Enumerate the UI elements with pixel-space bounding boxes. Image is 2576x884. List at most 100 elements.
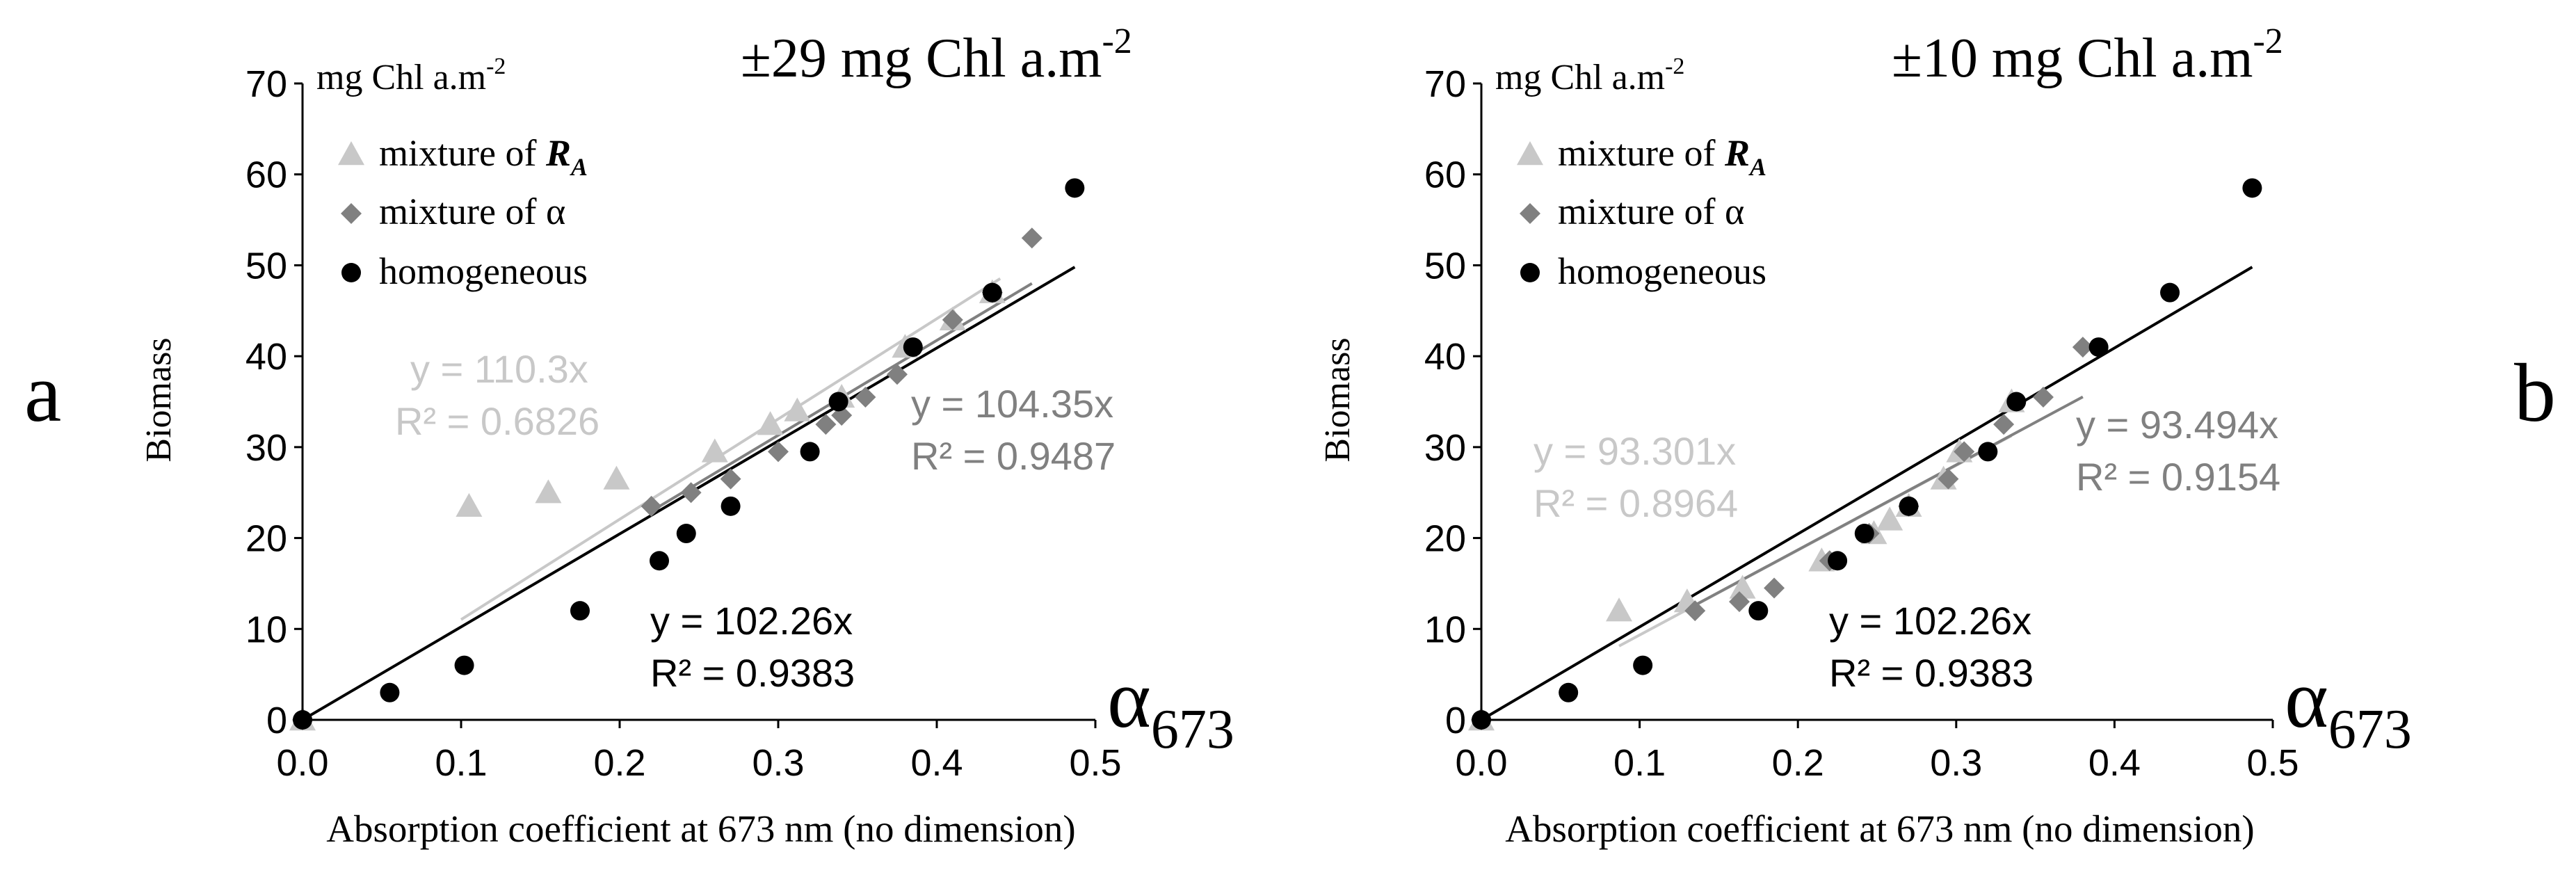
data-point-homog	[650, 551, 669, 571]
data-point-alpha	[942, 309, 963, 330]
data-point-alpha	[2072, 337, 2093, 358]
y-tick-label: 70	[1424, 63, 1466, 105]
data-point-alpha	[641, 495, 662, 517]
y-tick-label: 50	[1424, 245, 1466, 287]
data-point-ra	[757, 411, 784, 435]
data-point-alpha	[720, 468, 741, 490]
data-point-alpha	[1954, 441, 1975, 463]
data-point-homog	[1978, 442, 1998, 462]
data-point-alpha	[2032, 386, 2054, 408]
data-point-homog	[2088, 337, 2109, 357]
data-point-homog	[2006, 392, 2027, 412]
legend-marker-homog	[341, 263, 361, 282]
data-point-alpha	[1764, 577, 1785, 599]
x-tick-label: 0.3	[752, 742, 804, 784]
data-point-homog	[1828, 551, 1848, 571]
x-axis-label: Absorption coefficient at 673 nm (no dim…	[326, 807, 1075, 850]
fit-label-homog-r2: R² = 0.9383	[650, 651, 855, 695]
chart-title: ±10 mg Chl a.m-2	[1892, 22, 2283, 89]
y-tick-label: 70	[245, 63, 287, 105]
data-point-ra	[1729, 574, 1756, 599]
y-tick-label: 60	[245, 154, 287, 196]
legend-label-homogeneous: homogeneous	[379, 250, 588, 292]
y-tick-label: 20	[245, 518, 287, 560]
data-point-alpha	[1938, 468, 1959, 490]
fit-label-homog-equation: y = 102.26x	[1829, 599, 2031, 643]
y-tick-label: 0	[1445, 700, 1466, 741]
y-tick-label: 0	[266, 700, 287, 741]
legend: mixture of RA mixture of α homogeneous	[338, 132, 588, 292]
data-point-ra	[456, 492, 483, 517]
legend-label-ra: mixture of RA	[379, 132, 588, 181]
data-point-alpha	[768, 441, 789, 463]
data-point-homog	[828, 392, 848, 412]
data-point-homog	[903, 337, 923, 357]
x-tick-label: 0.1	[435, 742, 487, 784]
data-point-homog	[380, 682, 400, 702]
unit-label: mg Chl a.m-2	[1495, 54, 1684, 97]
data-point-alpha	[1684, 600, 1706, 622]
fit-label-homog-equation: y = 102.26x	[650, 599, 853, 643]
data-point-ra	[603, 465, 630, 490]
y-tick-label: 60	[1424, 154, 1466, 196]
data-point-homog	[676, 524, 696, 544]
legend-label-alpha: mixture of α	[1558, 191, 1744, 232]
data-point-alpha	[1728, 591, 1750, 613]
legend-marker-alpha	[1520, 203, 1540, 224]
data-point-ra	[784, 397, 811, 421]
data-point-homog	[454, 655, 474, 675]
fit-label-ra-equation: y = 93.301x	[1533, 429, 1736, 473]
trendline-alpha	[1694, 395, 2084, 606]
data-point-alpha	[1021, 227, 1043, 249]
x-tick-label: 0.2	[1772, 742, 1824, 784]
alpha-symbol: α673	[2285, 652, 2412, 760]
data-point-homog	[1748, 601, 1769, 621]
legend: mixture of RA mixture of α homogeneous	[1517, 132, 1766, 292]
alpha-symbol: α673	[1107, 652, 1234, 760]
x-tick-label: 0.0	[276, 742, 328, 784]
data-point-homog	[1899, 496, 1919, 516]
y-tick-label: 30	[245, 427, 287, 469]
fit-label-alpha-equation: y = 93.494x	[2076, 403, 2278, 447]
data-point-ra	[535, 479, 562, 504]
fit-label-alpha-equation: y = 104.35x	[911, 382, 1113, 426]
data-point-alpha	[815, 414, 837, 435]
x-tick-label: 0.0	[1455, 742, 1507, 784]
data-point-alpha	[887, 364, 908, 385]
y-tick-label: 10	[245, 609, 287, 650]
fit-label-ra-equation: y = 110.3x	[410, 347, 588, 391]
data-point-homog	[2242, 178, 2262, 198]
legend-label-alpha: mixture of α	[379, 191, 565, 232]
data-point-homog	[1559, 682, 1579, 702]
fit-label-alpha-r2: R² = 0.9487	[911, 434, 1116, 478]
chart-title: ±29 mg Chl a.m-2	[741, 22, 1132, 89]
fit-label-homog-r2: R² = 0.9383	[1829, 651, 2034, 695]
fit-label-ra-r2: R² = 0.8964	[1533, 481, 1738, 525]
y-tick-label: 20	[1424, 518, 1466, 560]
data-point-ra	[1876, 506, 1903, 531]
legend-label-ra: mixture of RA	[1558, 132, 1766, 181]
x-tick-label: 0.5	[1069, 742, 1121, 784]
y-tick-label: 50	[245, 245, 287, 287]
legend-label-homogeneous: homogeneous	[1558, 250, 1766, 292]
panel-letter-a: a	[24, 346, 61, 439]
fit-label-ra-r2: R² = 0.6826	[395, 399, 599, 443]
x-tick-label: 0.5	[2246, 742, 2299, 784]
unit-label: mg Chl a.m-2	[316, 54, 506, 97]
x-axis-label: Absorption coefficient at 673 nm (no dim…	[1505, 807, 2254, 850]
data-point-homog	[982, 282, 1002, 303]
y-tick-label: 40	[1424, 336, 1466, 378]
data-point-homog	[800, 442, 820, 462]
trendline-ra	[460, 277, 1001, 621]
data-point-alpha	[680, 482, 702, 504]
data-point-homog	[1065, 178, 1085, 198]
data-point-homog	[721, 496, 741, 516]
data-point-homog	[2160, 282, 2180, 303]
legend-marker-ra	[338, 141, 364, 166]
chart-panel-b: mg Chl a.m-2 ±10 mg Chl a.m-2 mixture of…	[1318, 22, 2412, 850]
x-tick-label: 0.4	[910, 742, 963, 784]
data-point-homog	[1633, 655, 1653, 675]
data-point-homog	[1854, 524, 1874, 544]
data-point-ra	[701, 438, 728, 463]
